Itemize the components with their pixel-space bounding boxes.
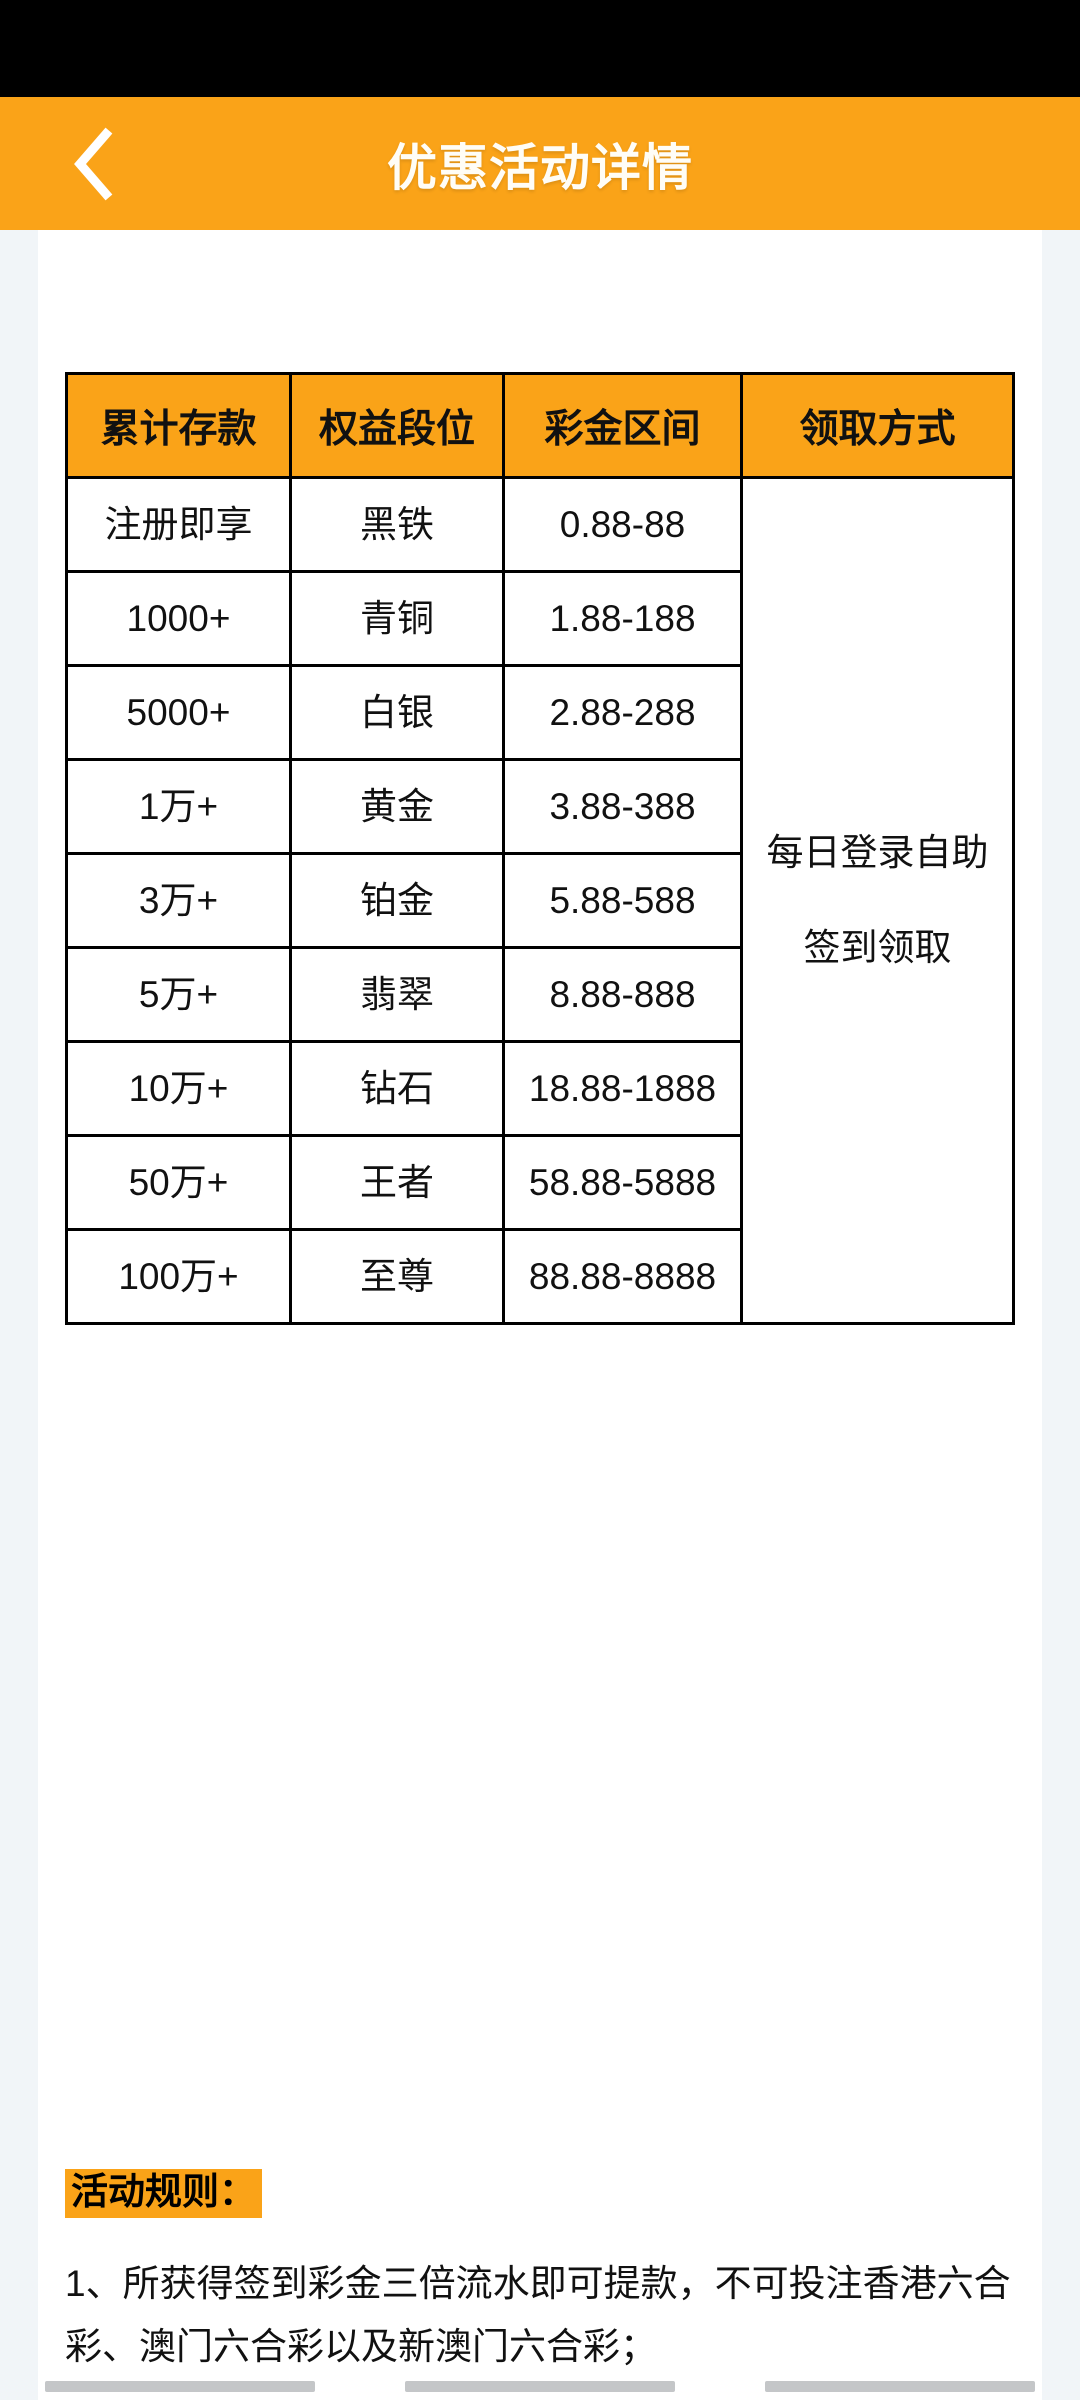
- rules-list: 1、所获得签到彩金三倍流水即可提款，不可投注香港六合彩、澳门六合彩以及新澳门六合…: [65, 2252, 1025, 2379]
- cell-bonus: 2.88-288: [502, 664, 743, 761]
- status-bar: [0, 0, 1080, 97]
- page-title: 优惠活动详情: [387, 139, 693, 196]
- back-button-nav[interactable]: [765, 2380, 1035, 2392]
- table-row: 10万+ 钻石 18.88-1888: [65, 1040, 1014, 1137]
- system-navigation-bar: [0, 2372, 1080, 2400]
- cell-bonus: 5.88-588: [502, 852, 743, 949]
- cell-deposit: 1000+: [65, 570, 292, 667]
- cell-tier: 黄金: [289, 758, 505, 855]
- cell-bonus: 58.88-5888: [502, 1134, 743, 1231]
- cell-deposit: 10万+: [65, 1040, 292, 1137]
- cell-tier: 青铜: [289, 570, 505, 667]
- table-row: 注册即享 黑铁 0.88-88 每日登录自助签到领取: [65, 476, 1015, 1325]
- back-button[interactable]: [38, 97, 148, 230]
- cell-bonus: 8.88-888: [502, 946, 743, 1043]
- cell-tier: 黑铁: [289, 476, 505, 573]
- page-body: 累计存款 权益段位 彩金区间 领取方式 注册即享 黑铁 0.88-88 每日登录…: [0, 230, 1080, 2400]
- cell-deposit: 注册即享: [65, 476, 292, 573]
- cell-claim-method: 每日登录自助签到领取: [740, 476, 1015, 1325]
- cell-tier: 翡翠: [289, 946, 505, 1043]
- table-row: 50万+ 王者 58.88-5888: [65, 1134, 1014, 1231]
- cell-bonus: 1.88-188: [502, 570, 743, 667]
- app-header: 优惠活动详情: [0, 97, 1080, 230]
- cell-deposit: 5000+: [65, 664, 292, 761]
- cell-tier: 王者: [289, 1134, 505, 1231]
- cell-tier: 白银: [289, 664, 505, 761]
- cell-deposit: 1万+: [65, 758, 292, 855]
- tier-table: 累计存款 权益段位 彩金区间 领取方式 注册即享 黑铁 0.88-88 每日登录…: [65, 372, 1015, 1325]
- cell-tier: 钻石: [289, 1040, 505, 1137]
- rules-section: 活动规则： 1、所获得签到彩金三倍流水即可提款，不可投注香港六合彩、澳门六合彩以…: [65, 2169, 1025, 2379]
- table-row: 1000+ 青铜 1.88-188: [65, 570, 1014, 667]
- cell-bonus: 0.88-88: [502, 476, 743, 573]
- cell-bonus: 88.88-8888: [502, 1228, 743, 1325]
- cell-bonus: 3.88-388: [502, 758, 743, 855]
- cell-tier: 铂金: [289, 852, 505, 949]
- cell-bonus: 18.88-1888: [502, 1040, 743, 1137]
- column-header-claim: 领取方式: [740, 372, 1015, 479]
- home-button[interactable]: [405, 2380, 675, 2392]
- content-sheet: 累计存款 权益段位 彩金区间 领取方式 注册即享 黑铁 0.88-88 每日登录…: [38, 230, 1042, 2400]
- rules-heading: 活动规则：: [65, 2169, 262, 2218]
- column-header-deposit: 累计存款: [65, 372, 292, 479]
- cell-deposit: 5万+: [65, 946, 292, 1043]
- column-header-tier: 权益段位: [289, 372, 505, 479]
- table-row: 5万+ 翡翠 8.88-888: [65, 946, 1014, 1043]
- table-row: 100万+ 至尊 88.88-8888: [65, 1228, 1014, 1325]
- rule-item: 1、所获得签到彩金三倍流水即可提款，不可投注香港六合彩、澳门六合彩以及新澳门六合…: [65, 2262, 1011, 2368]
- recents-button[interactable]: [45, 2380, 315, 2392]
- column-header-bonus: 彩金区间: [502, 372, 743, 479]
- chevron-left-icon: [70, 126, 116, 202]
- cell-deposit: 3万+: [65, 852, 292, 949]
- table-row: 1万+ 黄金 3.88-388: [65, 758, 1014, 855]
- cell-deposit: 100万+: [65, 1228, 292, 1325]
- cell-tier: 至尊: [289, 1228, 505, 1325]
- table-row: 3万+ 铂金 5.88-588: [65, 852, 1014, 949]
- table-header-row: 累计存款 权益段位 彩金区间 领取方式: [65, 372, 1015, 479]
- table-row: 5000+ 白银 2.88-288: [65, 664, 1014, 761]
- cell-deposit: 50万+: [65, 1134, 292, 1231]
